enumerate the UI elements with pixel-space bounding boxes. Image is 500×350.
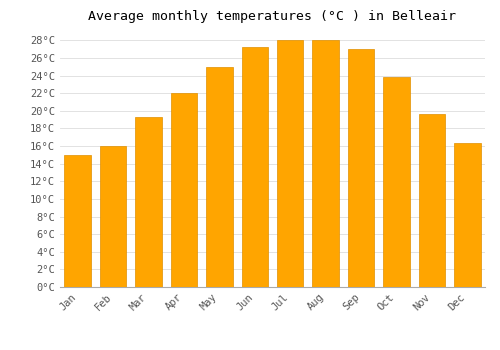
Bar	[348, 49, 374, 287]
Bar	[312, 40, 339, 287]
Bar	[418, 114, 445, 287]
Title: Average monthly temperatures (°C ) in Belleair: Average monthly temperatures (°C ) in Be…	[88, 10, 456, 23]
Bar	[100, 146, 126, 287]
Bar	[242, 47, 268, 287]
Bar	[454, 144, 480, 287]
Bar	[136, 117, 162, 287]
Bar	[64, 155, 91, 287]
Bar	[206, 67, 233, 287]
Bar	[277, 40, 303, 287]
Bar	[383, 77, 409, 287]
Bar	[170, 93, 197, 287]
